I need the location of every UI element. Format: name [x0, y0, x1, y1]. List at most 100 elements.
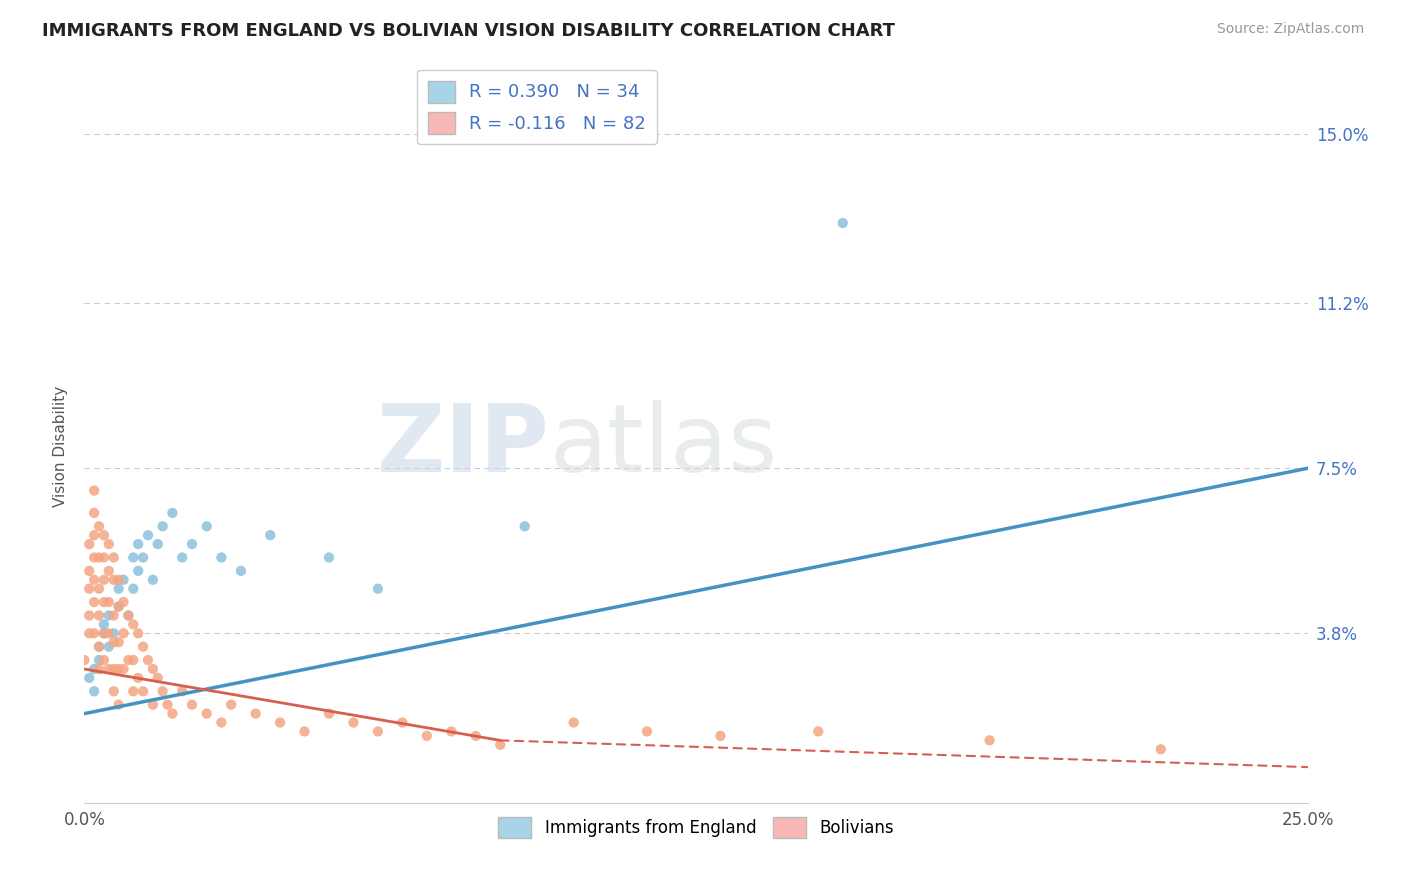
- Point: [83, 662, 105, 676]
- Point: [83, 626, 105, 640]
- Point: [93, 595, 115, 609]
- Point: [562, 715, 585, 730]
- Point: [132, 640, 155, 654]
- Point: [87, 640, 110, 654]
- Point: [93, 617, 115, 632]
- Point: [209, 715, 232, 730]
- Point: [97, 537, 120, 551]
- Point: [97, 662, 120, 676]
- Point: [195, 706, 218, 721]
- Point: [181, 698, 204, 712]
- Point: [107, 635, 129, 649]
- Point: [112, 595, 135, 609]
- Point: [367, 582, 389, 596]
- Point: [122, 550, 145, 565]
- Point: [112, 626, 135, 640]
- Point: [172, 550, 194, 565]
- Point: [103, 573, 125, 587]
- Y-axis label: Vision Disability: Vision Disability: [53, 385, 69, 507]
- Point: [122, 653, 145, 667]
- Point: [245, 706, 267, 721]
- Point: [93, 626, 115, 640]
- Point: [146, 671, 169, 685]
- Point: [93, 653, 115, 667]
- Text: atlas: atlas: [550, 400, 778, 492]
- Point: [464, 729, 486, 743]
- Point: [209, 550, 232, 565]
- Point: [83, 550, 105, 565]
- Point: [107, 599, 129, 614]
- Point: [259, 528, 281, 542]
- Point: [103, 550, 125, 565]
- Point: [117, 653, 139, 667]
- Point: [342, 715, 364, 730]
- Point: [146, 537, 169, 551]
- Point: [103, 635, 125, 649]
- Point: [112, 573, 135, 587]
- Point: [440, 724, 463, 739]
- Point: [636, 724, 658, 739]
- Point: [269, 715, 291, 730]
- Point: [93, 626, 115, 640]
- Point: [97, 640, 120, 654]
- Point: [127, 626, 149, 640]
- Point: [87, 653, 110, 667]
- Point: [122, 684, 145, 698]
- Point: [103, 662, 125, 676]
- Point: [416, 729, 439, 743]
- Point: [93, 550, 115, 565]
- Point: [152, 519, 174, 533]
- Point: [77, 582, 100, 596]
- Point: [87, 662, 110, 676]
- Point: [73, 653, 96, 667]
- Point: [83, 506, 105, 520]
- Point: [831, 216, 853, 230]
- Point: [77, 671, 100, 685]
- Point: [77, 626, 100, 640]
- Point: [229, 564, 252, 578]
- Point: [152, 684, 174, 698]
- Point: [117, 608, 139, 623]
- Point: [162, 706, 184, 721]
- Point: [142, 698, 165, 712]
- Point: [107, 662, 129, 676]
- Text: Source: ZipAtlas.com: Source: ZipAtlas.com: [1216, 22, 1364, 37]
- Point: [1150, 742, 1173, 756]
- Point: [367, 724, 389, 739]
- Point: [122, 617, 145, 632]
- Point: [87, 640, 110, 654]
- Point: [77, 537, 100, 551]
- Point: [83, 595, 105, 609]
- Point: [97, 626, 120, 640]
- Point: [93, 528, 115, 542]
- Point: [294, 724, 316, 739]
- Text: ZIP: ZIP: [377, 400, 550, 492]
- Point: [979, 733, 1001, 747]
- Text: IMMIGRANTS FROM ENGLAND VS BOLIVIAN VISION DISABILITY CORRELATION CHART: IMMIGRANTS FROM ENGLAND VS BOLIVIAN VISI…: [42, 22, 896, 40]
- Point: [87, 582, 110, 596]
- Point: [513, 519, 536, 533]
- Point: [807, 724, 830, 739]
- Point: [156, 698, 179, 712]
- Point: [97, 564, 120, 578]
- Point: [122, 582, 145, 596]
- Point: [142, 662, 165, 676]
- Legend: Immigrants from England, Bolivians: Immigrants from England, Bolivians: [491, 811, 901, 845]
- Point: [181, 537, 204, 551]
- Point: [172, 684, 194, 698]
- Point: [318, 706, 340, 721]
- Point: [127, 671, 149, 685]
- Point: [318, 550, 340, 565]
- Point: [107, 582, 129, 596]
- Point: [107, 573, 129, 587]
- Point: [709, 729, 731, 743]
- Point: [127, 564, 149, 578]
- Point: [87, 519, 110, 533]
- Point: [83, 573, 105, 587]
- Point: [103, 608, 125, 623]
- Point: [103, 626, 125, 640]
- Point: [77, 564, 100, 578]
- Point: [127, 537, 149, 551]
- Point: [87, 550, 110, 565]
- Point: [107, 698, 129, 712]
